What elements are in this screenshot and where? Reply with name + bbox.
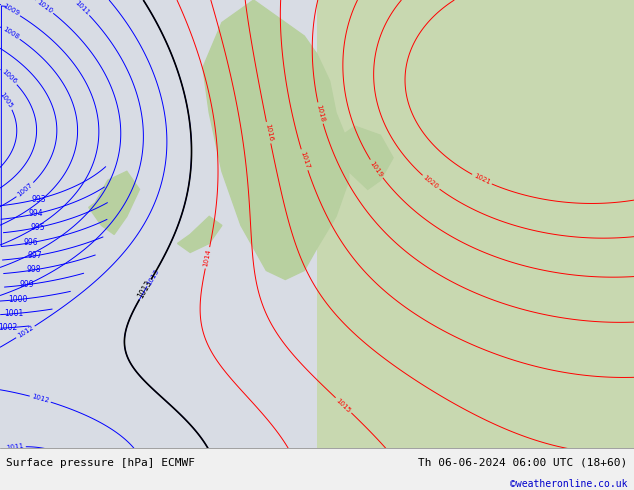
Text: 1020: 1020: [422, 174, 440, 191]
Text: 1015: 1015: [335, 397, 352, 414]
Text: ©weatheronline.co.uk: ©weatheronline.co.uk: [510, 479, 628, 489]
Text: 997: 997: [28, 251, 42, 260]
Text: 996: 996: [23, 238, 38, 247]
Text: 1006: 1006: [1, 69, 18, 85]
Text: 1018: 1018: [315, 103, 325, 122]
Text: 995: 995: [30, 223, 45, 232]
Polygon shape: [178, 217, 222, 252]
Bar: [0, 0, 317, 451]
Text: 1016: 1016: [264, 123, 273, 142]
Text: 1011: 1011: [6, 443, 24, 451]
Text: 999: 999: [19, 280, 34, 289]
Text: 1019: 1019: [369, 160, 384, 178]
Text: 1013: 1013: [136, 279, 154, 300]
Text: 1021: 1021: [472, 173, 491, 186]
Text: 994: 994: [29, 209, 43, 219]
Text: 1002: 1002: [0, 323, 18, 332]
Polygon shape: [203, 0, 349, 279]
Text: 1008: 1008: [1, 26, 20, 41]
Text: 1014: 1014: [203, 248, 212, 267]
Text: 1009: 1009: [1, 3, 20, 17]
Text: 993: 993: [31, 195, 46, 203]
Text: 1011: 1011: [73, 0, 90, 16]
Bar: [317, 0, 634, 451]
Text: 998: 998: [27, 266, 41, 274]
Polygon shape: [330, 126, 393, 189]
Text: Surface pressure [hPa] ECMWF: Surface pressure [hPa] ECMWF: [6, 458, 195, 468]
Polygon shape: [89, 172, 139, 234]
Text: 1001: 1001: [4, 309, 23, 318]
Text: 1005: 1005: [0, 91, 14, 109]
Text: 1012: 1012: [31, 393, 49, 404]
Text: 1013: 1013: [146, 268, 160, 286]
Text: 1017: 1017: [299, 150, 310, 170]
Text: 1012: 1012: [16, 325, 35, 339]
Text: 1007: 1007: [16, 182, 34, 198]
Text: 1010: 1010: [36, 0, 53, 14]
Text: Th 06-06-2024 06:00 UTC (18+60): Th 06-06-2024 06:00 UTC (18+60): [418, 458, 628, 468]
Text: 1000: 1000: [8, 295, 28, 304]
